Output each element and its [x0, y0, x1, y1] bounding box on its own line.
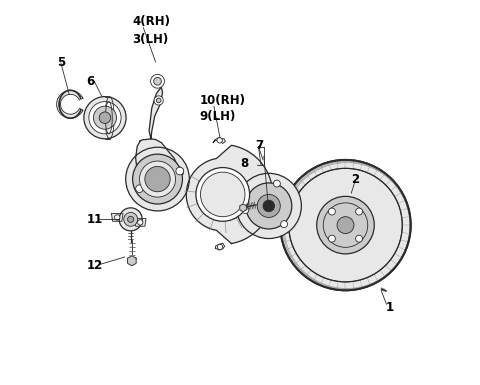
Circle shape [201, 172, 245, 217]
Polygon shape [149, 87, 163, 139]
Circle shape [132, 154, 182, 204]
Polygon shape [213, 138, 226, 143]
Circle shape [236, 173, 301, 239]
Circle shape [217, 138, 222, 143]
Circle shape [128, 216, 134, 223]
Text: 3(LH): 3(LH) [132, 33, 169, 45]
Polygon shape [136, 185, 146, 194]
Polygon shape [174, 166, 183, 178]
Circle shape [84, 97, 126, 139]
Circle shape [145, 166, 170, 192]
Text: 12: 12 [86, 259, 103, 272]
Text: 4(RH): 4(RH) [132, 15, 170, 28]
Circle shape [94, 106, 117, 129]
Circle shape [140, 161, 176, 197]
Circle shape [89, 102, 121, 134]
Circle shape [317, 196, 374, 254]
Circle shape [126, 147, 190, 211]
Polygon shape [134, 219, 146, 226]
Polygon shape [111, 214, 123, 221]
Circle shape [280, 160, 411, 290]
Circle shape [263, 200, 275, 212]
Circle shape [328, 235, 336, 242]
Polygon shape [57, 90, 83, 118]
Text: 1: 1 [386, 301, 394, 314]
Circle shape [138, 220, 143, 225]
Circle shape [115, 215, 120, 220]
Polygon shape [216, 243, 225, 250]
Text: 10(RH): 10(RH) [200, 94, 246, 107]
Text: 5: 5 [57, 55, 65, 69]
Circle shape [246, 183, 292, 229]
Text: 11: 11 [86, 213, 103, 226]
Text: 6: 6 [86, 75, 95, 88]
Circle shape [119, 208, 142, 231]
Circle shape [274, 180, 280, 187]
Circle shape [124, 213, 138, 226]
Circle shape [356, 208, 362, 215]
Text: 8: 8 [240, 157, 248, 170]
Circle shape [257, 194, 280, 218]
Circle shape [136, 185, 144, 192]
Circle shape [242, 207, 249, 214]
Circle shape [154, 96, 163, 105]
Circle shape [154, 77, 161, 85]
Polygon shape [128, 256, 136, 266]
Polygon shape [240, 204, 246, 212]
Circle shape [281, 221, 288, 228]
Circle shape [196, 167, 250, 221]
Circle shape [99, 112, 111, 124]
Polygon shape [186, 145, 273, 244]
Polygon shape [136, 139, 178, 192]
Circle shape [151, 74, 165, 88]
Text: 7: 7 [255, 139, 264, 152]
Circle shape [176, 167, 184, 175]
Circle shape [328, 208, 336, 215]
Circle shape [217, 244, 223, 249]
Text: 2: 2 [351, 172, 360, 186]
Text: 9(LH): 9(LH) [200, 110, 236, 124]
Circle shape [356, 235, 362, 242]
Circle shape [337, 217, 354, 234]
Circle shape [156, 98, 161, 103]
